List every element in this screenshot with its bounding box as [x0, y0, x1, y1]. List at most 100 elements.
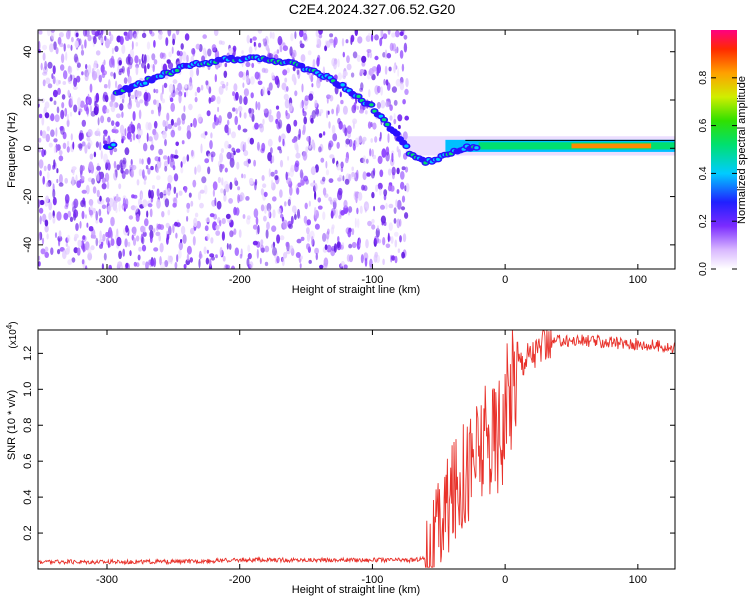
noise-speckle: [38, 148, 42, 153]
noise-speckle: [107, 116, 111, 123]
noise-speckle: [370, 33, 374, 42]
noise-speckle: [139, 158, 142, 165]
noise-speckle: [371, 224, 376, 230]
spectrogram-frame: [37, 29, 676, 270]
noise-speckle: [316, 57, 320, 67]
y-tick-label: 20: [22, 94, 34, 106]
noise-speckle: [45, 133, 50, 143]
noise-speckle: [42, 44, 48, 51]
noise-speckle: [281, 82, 287, 91]
noise-speckle: [396, 189, 400, 194]
noise-speckle: [363, 252, 369, 261]
noise-speckle: [310, 166, 316, 176]
noise-speckle: [238, 71, 244, 78]
noise-speckle: [277, 207, 282, 215]
noise-speckle: [52, 89, 58, 98]
noise-speckle: [342, 51, 345, 58]
noise-speckle: [297, 208, 300, 219]
noise-speckle: [351, 228, 355, 236]
noise-speckle: [393, 99, 398, 106]
noise-speckle: [81, 44, 84, 50]
noise-speckle: [77, 143, 83, 149]
noise-speckle: [276, 234, 281, 244]
noise-speckle: [200, 143, 203, 154]
noise-speckle: [216, 200, 222, 210]
noise-speckle: [153, 120, 158, 129]
x-tick-label: 0: [502, 274, 508, 286]
noise-speckle: [300, 236, 305, 241]
noise-speckle: [38, 255, 41, 261]
noise-speckle: [192, 117, 197, 128]
noise-speckle: [66, 113, 69, 122]
noise-speckle: [50, 113, 55, 122]
noise-speckle: [55, 47, 59, 55]
noise-speckle: [124, 128, 127, 137]
noise-speckle: [61, 102, 65, 109]
colorbar-tick-label: 0.2: [698, 214, 709, 228]
noise-speckle: [62, 81, 67, 85]
noise-speckle: [337, 58, 340, 68]
noise-speckle: [291, 205, 297, 213]
noise-speckle: [122, 157, 127, 165]
noise-speckle: [126, 32, 130, 39]
noise-speckle: [142, 231, 147, 237]
noise-speckle: [239, 253, 243, 259]
noise-speckle: [238, 229, 242, 238]
noise-speckle: [164, 260, 169, 268]
noise-speckle: [91, 228, 96, 239]
noise-speckle: [400, 171, 405, 180]
noise-speckle: [128, 215, 134, 220]
noise-speckle: [86, 222, 89, 228]
noise-speckle: [149, 208, 153, 218]
noise-speckle: [264, 245, 270, 253]
noise-speckle: [315, 253, 318, 261]
noise-speckle: [107, 162, 111, 171]
x-tick-label: -100: [361, 274, 383, 286]
noise-speckle: [64, 177, 68, 184]
noise-speckle: [314, 223, 320, 230]
noise-speckle: [146, 210, 149, 218]
noise-speckle: [340, 161, 344, 169]
noise-speckle: [84, 265, 88, 269]
noise-speckle: [205, 217, 210, 223]
noise-speckle: [274, 169, 278, 175]
noise-speckle: [371, 218, 375, 224]
noise-speckle: [165, 37, 169, 47]
noise-speckle: [82, 30, 88, 37]
noise-speckle: [334, 208, 339, 219]
noise-speckle: [268, 208, 271, 218]
noise-speckle: [233, 83, 238, 92]
noise-speckle: [239, 192, 245, 201]
noise-speckle: [59, 42, 64, 48]
noise-speckle: [186, 124, 191, 134]
noise-speckle: [200, 133, 205, 138]
noise-speckle: [139, 99, 144, 104]
noise-speckle: [64, 107, 68, 117]
noise-speckle: [89, 199, 93, 208]
noise-speckle: [260, 244, 264, 252]
noise-speckle: [390, 236, 394, 244]
noise-speckle: [303, 33, 308, 41]
noise-speckle: [134, 55, 139, 64]
noise-speckle: [229, 230, 234, 238]
noise-speckle: [246, 34, 250, 44]
noise-speckle: [351, 171, 355, 177]
noise-speckle: [254, 178, 258, 186]
noise-speckle: [350, 34, 355, 43]
noise-speckle: [397, 68, 400, 77]
noise-speckle: [306, 243, 311, 250]
noise-speckle: [46, 233, 49, 240]
noise-speckle: [42, 79, 46, 87]
noise-speckle: [182, 234, 187, 244]
noise-speckle: [228, 243, 232, 250]
noise-speckle: [115, 207, 118, 214]
noise-speckle: [73, 209, 79, 218]
noise-speckle: [274, 175, 279, 181]
noise-speckle: [402, 99, 406, 105]
noise-speckle: [239, 95, 243, 105]
noise-speckle: [341, 38, 345, 47]
noise-speckle: [150, 109, 154, 115]
noise-speckle: [388, 203, 394, 209]
noise-speckle: [279, 44, 283, 53]
noise-speckle: [226, 243, 229, 250]
